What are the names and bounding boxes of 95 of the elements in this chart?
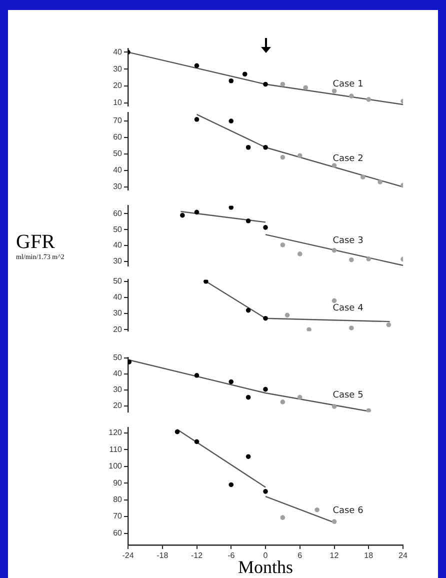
y-tick-label: 40 xyxy=(113,369,123,378)
y-tick-label: 110 xyxy=(109,444,123,454)
point xyxy=(280,154,286,160)
point xyxy=(314,507,320,512)
point xyxy=(246,394,251,400)
y-tick-label: 20 xyxy=(113,401,123,410)
point xyxy=(332,519,337,524)
point xyxy=(366,408,372,412)
point xyxy=(332,248,337,252)
y-tick-label: 30 xyxy=(113,182,123,191)
point xyxy=(280,515,286,520)
point xyxy=(378,179,382,184)
x-tick-label: 12 xyxy=(330,551,340,560)
point xyxy=(263,81,268,86)
y-axis-title: GFR xyxy=(16,230,55,254)
point xyxy=(263,316,268,322)
point xyxy=(306,327,312,332)
point xyxy=(349,326,354,331)
point xyxy=(366,256,372,262)
point xyxy=(349,257,354,262)
point xyxy=(194,116,200,122)
series-label: Case 5 xyxy=(332,390,364,400)
y-tick-label: 80 xyxy=(113,494,123,504)
point xyxy=(246,218,251,224)
point xyxy=(228,379,234,384)
point xyxy=(228,118,234,124)
point xyxy=(263,386,268,392)
point xyxy=(204,280,208,284)
point xyxy=(194,439,200,444)
x-tick-label: 18 xyxy=(364,551,374,560)
y-tick-label: 20 xyxy=(113,325,123,334)
point xyxy=(228,482,234,488)
point xyxy=(303,84,308,90)
y-tick-label: 100 xyxy=(108,462,123,471)
series-label: Case 1 xyxy=(332,78,364,89)
point xyxy=(194,373,200,378)
point xyxy=(360,174,366,180)
y-tick-label: 40 xyxy=(113,165,123,174)
series-label: Case 2 xyxy=(332,154,364,164)
point xyxy=(228,206,234,210)
x-tick-label: -12 xyxy=(190,551,204,560)
point xyxy=(332,404,337,409)
x-tick-label: -6 xyxy=(228,551,236,560)
point xyxy=(366,96,372,102)
x-tick-label: 24 xyxy=(398,551,408,560)
point xyxy=(349,93,354,98)
series-label: Case 6 xyxy=(332,506,364,516)
point xyxy=(194,62,200,68)
point xyxy=(280,400,286,404)
y-tick-label: 120 xyxy=(108,428,123,438)
y-tick-label: 30 xyxy=(113,256,123,266)
y-tick-label: 50 xyxy=(113,353,123,362)
point xyxy=(174,429,180,434)
point xyxy=(297,152,302,158)
y-tick-label: 40 xyxy=(113,240,123,250)
x-tick-label: 6 xyxy=(298,551,303,560)
y-tick-label: 10 xyxy=(113,98,123,107)
point xyxy=(194,210,200,214)
point xyxy=(128,360,132,364)
point xyxy=(297,251,302,256)
y-tick-label: 60 xyxy=(113,132,123,142)
series-label: Case 3 xyxy=(332,236,364,246)
point xyxy=(263,489,268,494)
y-tick-label: 30 xyxy=(113,385,123,394)
y-tick-label: 50 xyxy=(113,224,123,234)
point xyxy=(280,81,286,86)
point xyxy=(332,298,337,304)
point xyxy=(386,322,392,328)
y-tick-label: 50 xyxy=(113,148,123,158)
y-tick-label: 90 xyxy=(113,478,123,488)
y-tick-label: 40 xyxy=(113,292,123,302)
y-tick-label: 20 xyxy=(113,80,123,90)
y-tick-label: 60 xyxy=(113,528,123,538)
x-tick-label: -18 xyxy=(156,551,169,560)
y-tick-label: 30 xyxy=(113,64,123,73)
point xyxy=(246,308,251,314)
y-tick-label: 70 xyxy=(113,116,123,125)
y-tick-label: 40 xyxy=(113,46,123,56)
point xyxy=(242,71,248,76)
point xyxy=(280,242,286,248)
y-tick-label: 70 xyxy=(113,512,123,521)
point xyxy=(246,144,251,150)
point xyxy=(284,313,290,318)
point xyxy=(263,144,268,150)
point xyxy=(263,224,268,230)
x-tick-label: -24 xyxy=(122,551,134,560)
series-label: Case 4 xyxy=(332,304,364,314)
point xyxy=(246,454,251,459)
point xyxy=(180,212,185,218)
point xyxy=(332,162,337,168)
point xyxy=(297,394,302,400)
y-tick-label: 30 xyxy=(113,309,123,318)
y-tick-label: 60 xyxy=(113,208,123,218)
point xyxy=(332,88,337,93)
y-tick-label: 50 xyxy=(113,276,123,286)
